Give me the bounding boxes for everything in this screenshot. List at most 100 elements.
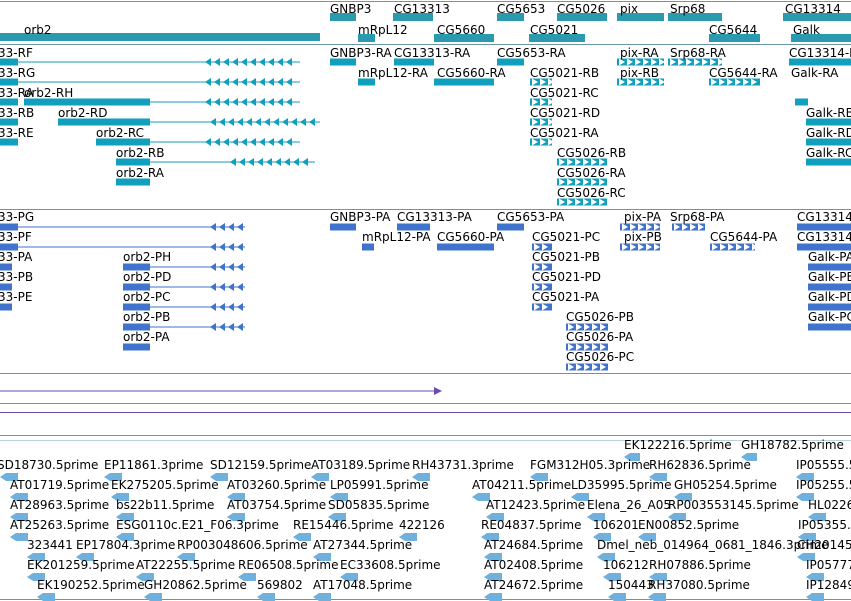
cdna-feature[interactable]: SD05835.5prime	[328, 498, 429, 521]
cds-feature[interactable]: 33-PA	[0, 250, 33, 271]
cdna-feature[interactable]: EP17804.3prime	[76, 538, 175, 561]
cdna-feature[interactable]: GH05254.5prime	[674, 478, 777, 501]
transcript-feature[interactable]: orb2-RH	[24, 86, 300, 106]
gene-feature[interactable]: CG5644	[709, 23, 760, 42]
cdna-arrow-icon[interactable]	[37, 593, 55, 601]
cdna-arrow-icon[interactable]	[798, 533, 816, 541]
transcript-feature[interactable]: pix-RB	[617, 66, 665, 86]
cdna-arrow-icon[interactable]	[313, 553, 331, 561]
transcript-feature[interactable]: CG5026-RA	[557, 166, 626, 186]
cdna-feature[interactable]: AT25263.5prime	[10, 518, 109, 541]
cdna-arrow-icon[interactable]	[257, 593, 275, 601]
transcript-feature[interactable]: Srp68-RA	[668, 46, 727, 66]
cdna-feature[interactable]: 422126	[399, 518, 445, 541]
exon-bar[interactable]	[330, 58, 356, 66]
cdna-arrow-icon[interactable]	[227, 493, 245, 501]
gene-feature[interactable]: pix	[617, 2, 664, 21]
cdna-feature[interactable]: RH62836.5prime	[649, 458, 751, 481]
cdna-feature[interactable]: RH43731.3prime	[412, 458, 514, 481]
cdna-arrow-icon[interactable]	[311, 473, 329, 481]
exon-bar[interactable]	[123, 343, 150, 351]
exon-bar[interactable]	[0, 98, 18, 106]
cdna-arrow-icon[interactable]	[136, 573, 154, 581]
cds-feature[interactable]: 33-PE	[0, 290, 32, 311]
cdna-arrow-icon[interactable]	[238, 573, 256, 581]
exon-bar[interactable]	[123, 303, 150, 311]
cdna-arrow-icon[interactable]	[10, 533, 28, 541]
cdna-arrow-icon[interactable]	[668, 513, 686, 521]
cdna-feature[interactable]: EK201259.5prime	[27, 558, 135, 581]
transcript-feature[interactable]: CG5653-RA	[497, 46, 566, 66]
cdna-arrow-icon[interactable]	[76, 553, 94, 561]
cds-feature[interactable]: CG5653-PA	[497, 210, 565, 231]
cdna-feature[interactable]: LD35995.5prime	[571, 478, 672, 501]
cdna-feature[interactable]: 150443	[608, 578, 654, 601]
transcript-feature[interactable]: CG5644-RA	[709, 66, 778, 86]
cdna-arrow-icon[interactable]	[484, 553, 502, 561]
cdna-arrow-icon[interactable]	[806, 593, 824, 601]
cdna-feature[interactable]: IP05355.5prime	[798, 518, 851, 541]
cds-feature[interactable]: mRpL12-PA	[362, 230, 431, 251]
cdna-arrow-icon[interactable]	[27, 573, 45, 581]
cds-feature[interactable]: Galk-PB	[808, 270, 851, 291]
cdna-arrow-icon[interactable]	[399, 533, 417, 541]
cdna-arrow-icon[interactable]	[597, 553, 615, 561]
cdna-arrow-icon[interactable]	[0, 473, 18, 481]
gene-feature[interactable]: CG5026	[557, 2, 607, 21]
cdna-feature[interactable]: IP05555.5prime	[796, 458, 851, 481]
cdna-arrow-icon[interactable]	[593, 533, 611, 541]
exon-bar[interactable]	[808, 263, 851, 271]
gene-feature[interactable]: CG5021	[529, 23, 585, 42]
gene-bar[interactable]	[330, 13, 356, 21]
exon-bar[interactable]	[808, 323, 851, 331]
cds-feature[interactable]: Galk-PD	[808, 290, 851, 311]
cdna-arrow-icon[interactable]	[227, 513, 245, 521]
cdna-feature[interactable]: RP003553145.5prime	[668, 498, 799, 521]
cds-feature[interactable]: orb2-PC	[123, 290, 245, 311]
cds-feature[interactable]: 33-PB	[0, 270, 33, 291]
cdna-arrow-icon[interactable]	[10, 493, 28, 501]
exon-bar[interactable]	[330, 223, 356, 231]
transcript-feature[interactable]: 33-RB	[0, 106, 34, 126]
cdna-arrow-icon[interactable]	[741, 453, 757, 461]
transcript-feature[interactable]: Galk-RB	[806, 106, 851, 126]
cds-feature[interactable]: CG5026-PC	[566, 350, 634, 371]
cdna-arrow-icon[interactable]	[608, 593, 626, 601]
exon-bar[interactable]	[557, 158, 607, 166]
cdna-arrow-icon[interactable]	[116, 533, 134, 541]
cdna-feature[interactable]: EC33608.5prime	[340, 558, 441, 581]
transcript-feature[interactable]: CG5026-RC	[557, 186, 626, 206]
cdna-feature[interactable]: AT03754.5prime	[227, 498, 326, 521]
cdna-feature[interactable]: RP003048606.5prime	[177, 538, 308, 561]
cds-feature[interactable]: orb2-PA	[123, 330, 170, 351]
cds-feature[interactable]: orb2-PD	[123, 270, 245, 291]
transcript-feature[interactable]: 33-RG	[0, 66, 300, 86]
cdna-feature[interactable]: 569802	[257, 578, 303, 601]
cds-feature[interactable]: CG5021-PB	[532, 250, 600, 271]
cdna-arrow-icon[interactable]	[638, 533, 656, 541]
exon-bar[interactable]	[96, 138, 150, 146]
transcript-feature[interactable]: orb2-RD	[58, 106, 320, 126]
exon-bar[interactable]	[437, 243, 494, 251]
cdna-feature[interactable]: FGM312H05.3prime	[530, 458, 650, 481]
cdna-feature[interactable]: RH37080.5prime	[648, 578, 750, 601]
exon-bar[interactable]	[58, 118, 150, 126]
cdna-feature[interactable]: EP11861.3prime	[104, 458, 203, 481]
cdna-feature[interactable]: RE06508.5prime	[238, 558, 339, 581]
transcript-feature[interactable]: CG5026-RB	[557, 146, 626, 166]
gene-bar[interactable]	[434, 34, 494, 42]
exon-bar[interactable]	[557, 198, 607, 206]
gene-bar[interactable]	[358, 34, 375, 42]
cdna-arrow-icon[interactable]	[808, 513, 826, 521]
cdna-feature[interactable]: SD12159.5prime	[210, 458, 311, 481]
cdna-arrow-icon[interactable]	[530, 473, 548, 481]
transcript-feature[interactable]: orb2-RA	[116, 166, 165, 186]
exon-bar[interactable]	[497, 58, 524, 66]
cdna-arrow-icon[interactable]	[330, 493, 348, 501]
exon-bar[interactable]	[0, 118, 18, 126]
cds-feature[interactable]: pix-PA	[620, 210, 662, 231]
gene-bar[interactable]	[557, 13, 607, 21]
exon-bar[interactable]	[123, 323, 150, 331]
cdna-arrow-icon[interactable]	[293, 533, 311, 541]
exon-bar[interactable]	[808, 283, 851, 291]
